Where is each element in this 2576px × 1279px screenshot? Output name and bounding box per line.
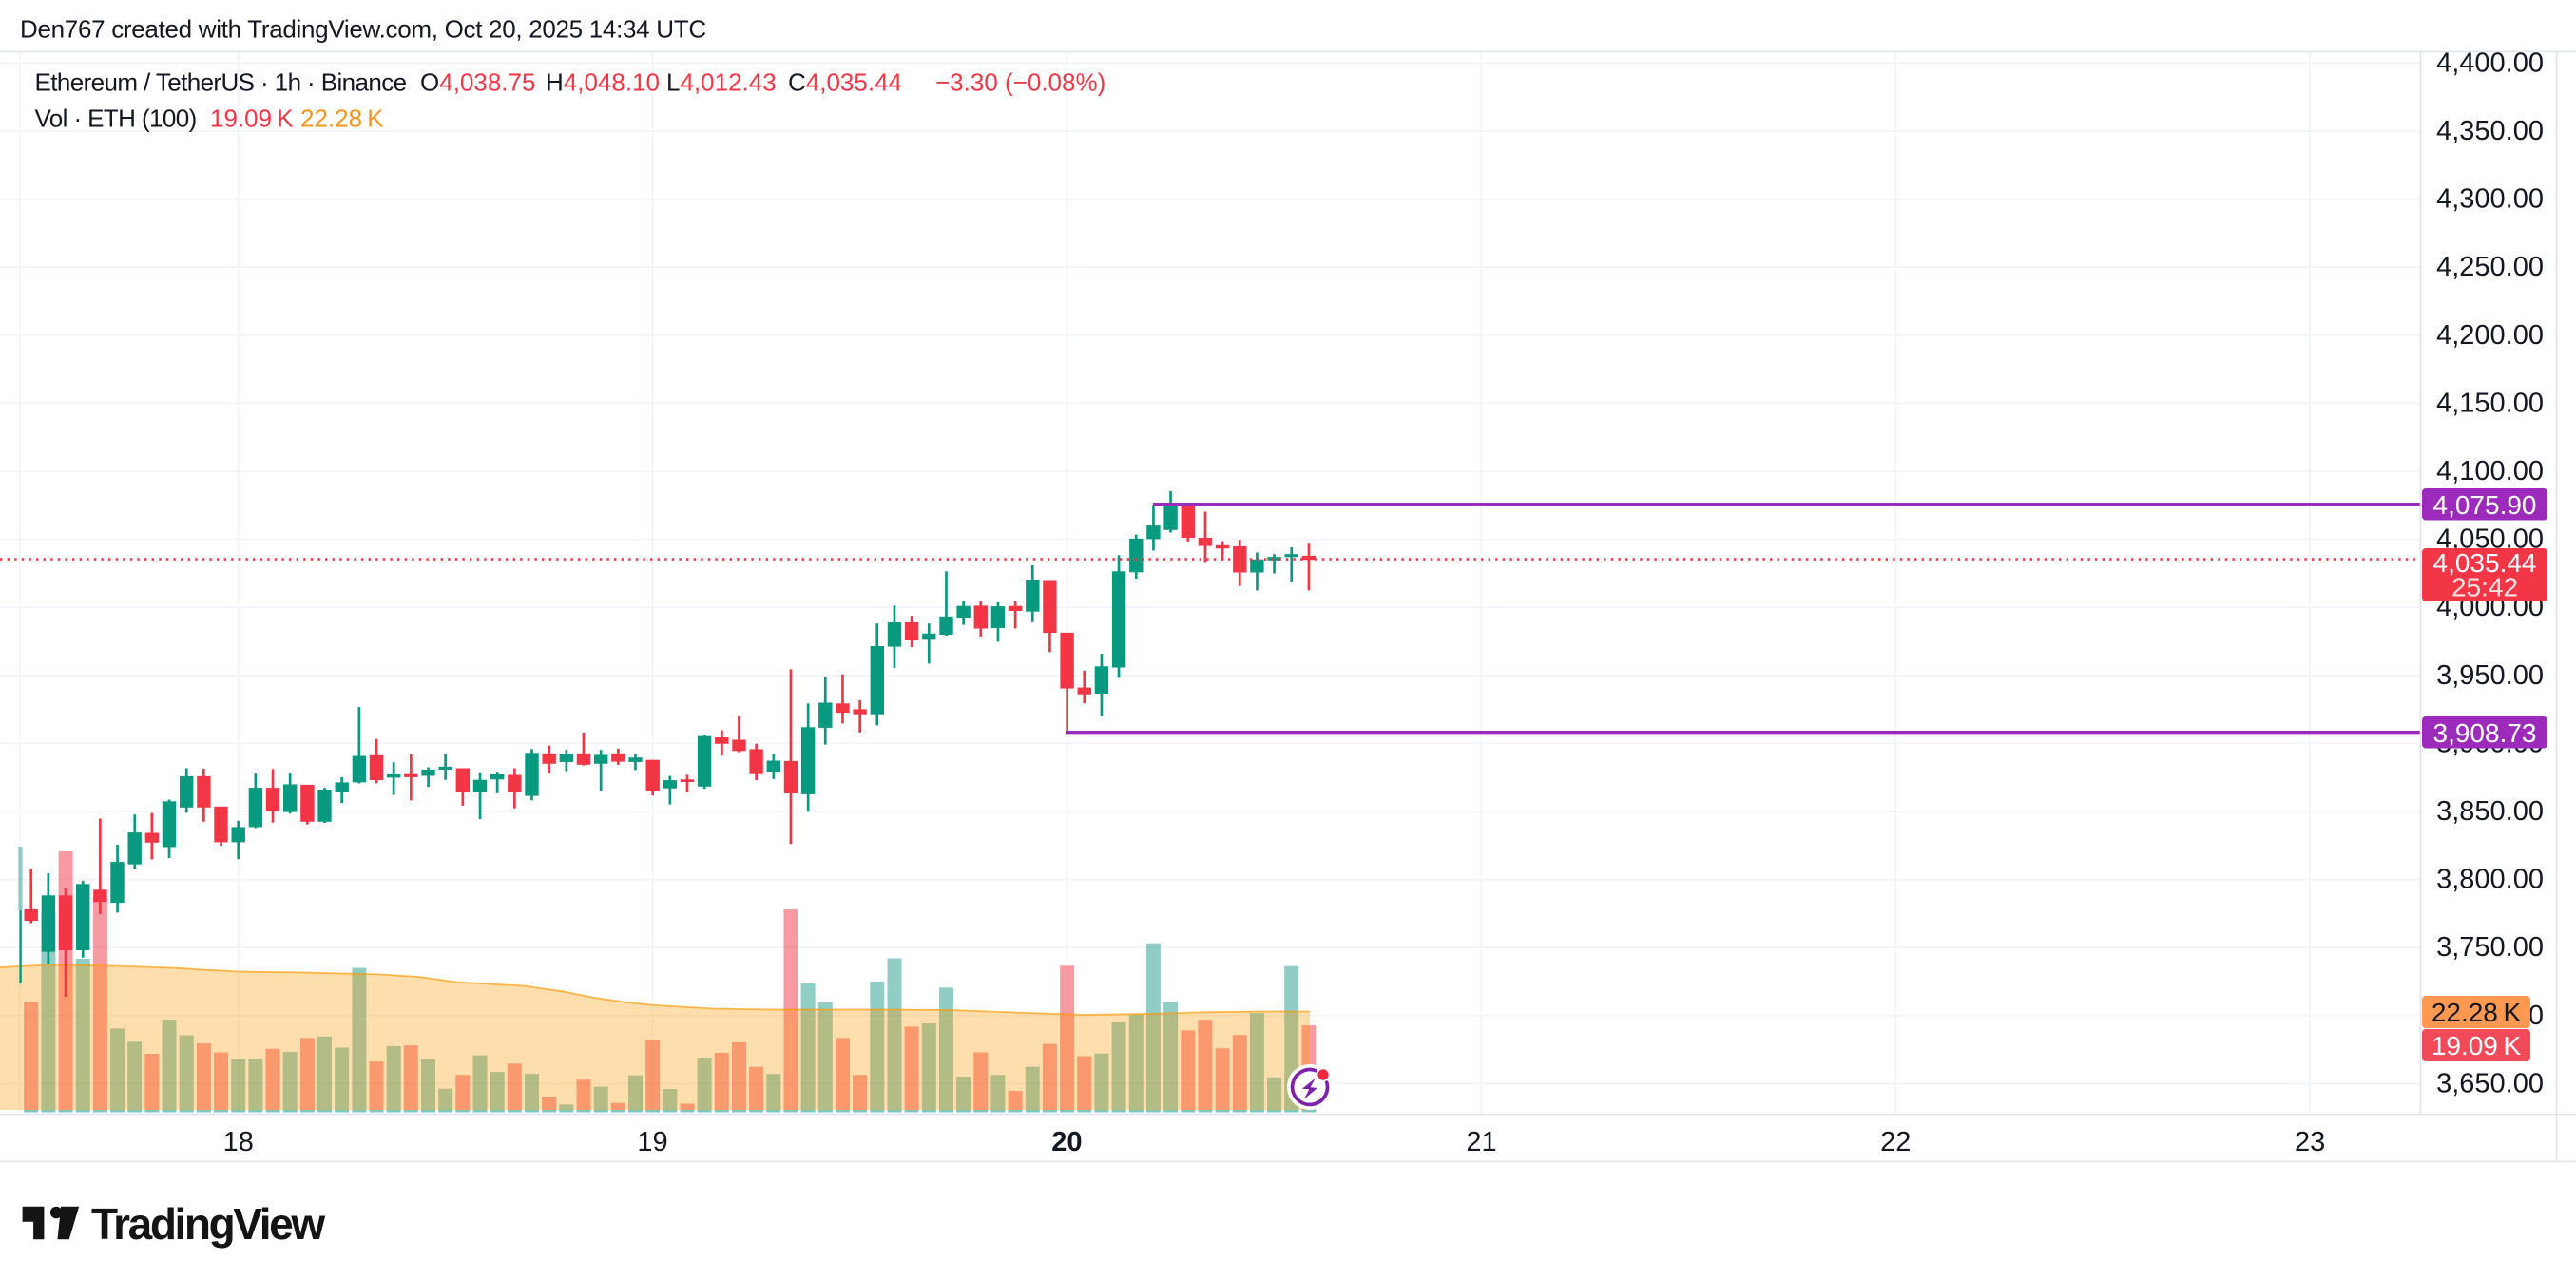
svg-text:22.28 K: 22.28 K <box>300 105 384 133</box>
svg-text:3,650.00: 3,650.00 <box>2436 1068 2544 1098</box>
svg-text:TradingView: TradingView <box>91 1199 325 1249</box>
svg-text:−3.30 (−0.08%): −3.30 (−0.08%) <box>935 68 1105 97</box>
svg-text:4,075.90: 4,075.90 <box>2433 490 2537 520</box>
svg-text:4,300.00: 4,300.00 <box>2436 184 2544 215</box>
svg-text:4,250.00: 4,250.00 <box>2436 252 2544 282</box>
svg-text:4,400.00: 4,400.00 <box>2436 48 2544 78</box>
svg-text:3,800.00: 3,800.00 <box>2436 865 2544 895</box>
svg-text:22.28 K: 22.28 K <box>2432 998 2522 1027</box>
svg-text:4,200.00: 4,200.00 <box>2436 320 2544 351</box>
svg-text:23: 23 <box>2295 1127 2325 1157</box>
svg-text:4,350.00: 4,350.00 <box>2436 116 2544 146</box>
svg-text:25:42: 25:42 <box>2451 573 2518 602</box>
svg-text:19: 19 <box>637 1127 667 1157</box>
svg-text:H4,048.10: H4,048.10 <box>546 68 660 97</box>
svg-text:21: 21 <box>1466 1127 1496 1157</box>
svg-text:3,750.00: 3,750.00 <box>2436 932 2544 963</box>
svg-text:4,035.44: 4,035.44 <box>2433 548 2537 578</box>
svg-text:4,150.00: 4,150.00 <box>2436 388 2544 418</box>
svg-text:18: 18 <box>223 1127 254 1157</box>
svg-text:4,100.00: 4,100.00 <box>2436 456 2544 487</box>
svg-text:3,908.73: 3,908.73 <box>2433 718 2537 748</box>
svg-text:Den767 created with TradingVie: Den767 created with TradingView.com, Oct… <box>20 15 706 44</box>
svg-text:19.09 K: 19.09 K <box>210 105 294 133</box>
svg-text:22: 22 <box>1880 1127 1911 1157</box>
svg-text:L4,012.43: L4,012.43 <box>666 68 777 97</box>
svg-text:3,950.00: 3,950.00 <box>2436 660 2544 691</box>
svg-text:Ethereum / TetherUS · 1h · Bin: Ethereum / TetherUS · 1h · Binance <box>35 68 407 97</box>
svg-text:Vol · ETH (100): Vol · ETH (100) <box>35 105 197 133</box>
svg-text:20: 20 <box>1051 1127 1082 1157</box>
svg-text:3,850.00: 3,850.00 <box>2436 796 2544 827</box>
svg-text:O4,038.75: O4,038.75 <box>420 68 535 97</box>
svg-text:C4,035.44: C4,035.44 <box>788 68 902 97</box>
svg-text:19.09 K: 19.09 K <box>2432 1031 2522 1060</box>
